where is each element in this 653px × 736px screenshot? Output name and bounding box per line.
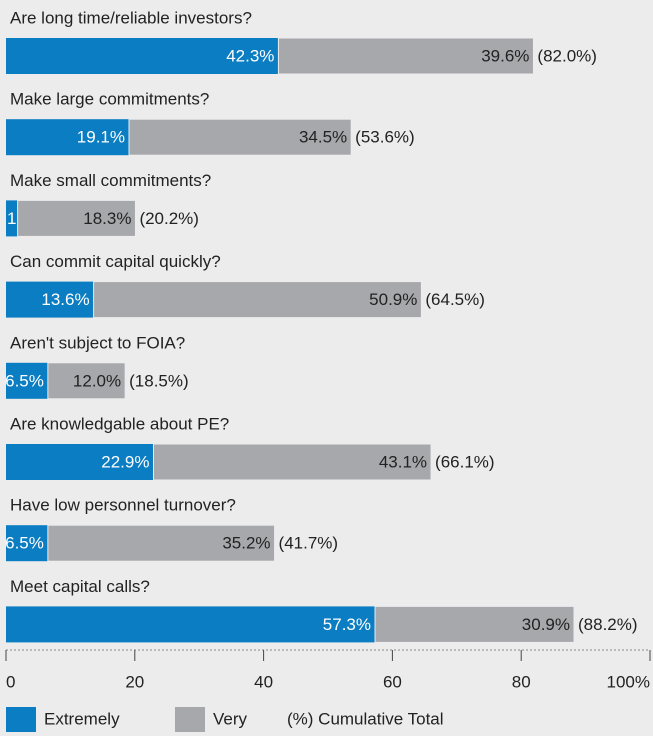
- total-label: (66.1%): [435, 452, 495, 471]
- total-label: (53.6%): [355, 128, 415, 147]
- bar-segment: [6, 200, 18, 237]
- value-label: 6.5%: [5, 371, 44, 390]
- legend-label: Very: [213, 709, 248, 728]
- value-label: 30.9%: [522, 615, 570, 634]
- category-label: Are long time/reliable investors?: [10, 8, 252, 27]
- legend-label: (%) Cumulative Total: [287, 709, 444, 728]
- value-label: 18.3%: [83, 209, 131, 228]
- bar-segment: [47, 362, 126, 400]
- category-label: Meet capital calls?: [10, 577, 150, 596]
- category-label: Aren't subject to FOIA?: [10, 333, 185, 352]
- value-label: 13.6%: [41, 290, 89, 309]
- total-label: (18.5%): [129, 371, 189, 390]
- bar-segment: [6, 281, 94, 318]
- total-label: (64.5%): [425, 290, 485, 309]
- legend-swatch: [175, 707, 205, 732]
- category-label: Can commit capital quickly?: [10, 252, 221, 271]
- bar-segment: [6, 444, 154, 480]
- value-label: 34.5%: [299, 128, 347, 147]
- value-label: 19.1%: [77, 128, 125, 147]
- total-label: (41.7%): [279, 534, 339, 553]
- category-label: Make small commitments?: [10, 171, 211, 190]
- bar-segment: [93, 281, 422, 319]
- total-label: (82.0%): [537, 46, 597, 65]
- bar-segment: [6, 119, 130, 156]
- legend-label: Extremely: [44, 709, 120, 728]
- value-label: 6.5%: [5, 534, 44, 553]
- value-label: 57.3%: [323, 615, 371, 634]
- value-label: 22.9%: [101, 452, 149, 471]
- value-label: 35.2%: [222, 534, 270, 553]
- bar-segment: [152, 443, 432, 481]
- category-label: Have low personnel turnover?: [10, 496, 236, 515]
- bar-segment: [128, 118, 352, 156]
- value-label: 50.9%: [369, 290, 417, 309]
- bar-segment: [17, 199, 136, 237]
- bar-segment: [277, 37, 534, 75]
- bar-segment: [374, 605, 575, 643]
- bar-segment: [6, 525, 48, 562]
- x-tick-label: 100%: [607, 672, 650, 691]
- x-tick-label: 40: [254, 672, 273, 691]
- value-label: 12.0%: [73, 371, 121, 390]
- value-label: 39.6%: [481, 46, 529, 65]
- total-label: (20.2%): [139, 209, 199, 228]
- x-tick-label: 60: [383, 672, 402, 691]
- x-tick-label: 80: [512, 672, 531, 691]
- bar-segment: [6, 606, 376, 643]
- legend-swatch: [6, 707, 36, 732]
- category-label: Make large commitments?: [10, 90, 209, 109]
- category-label: Are knowledgable about PE?: [10, 414, 229, 433]
- bar-segment: [6, 38, 279, 74]
- total-label: (88.2%): [578, 615, 638, 634]
- x-tick-label: 20: [125, 672, 144, 691]
- bar-segment: [6, 362, 48, 399]
- value-label: 42.3%: [226, 46, 274, 65]
- bar-segment: [47, 524, 276, 562]
- value-label: 43.1%: [379, 452, 427, 471]
- x-tick-label: 0: [6, 672, 15, 691]
